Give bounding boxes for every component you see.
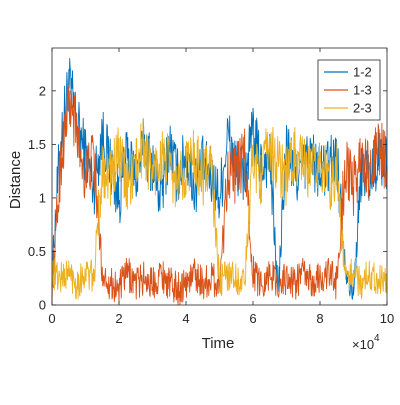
x-axis-label: Time xyxy=(202,335,235,352)
x-tick-label: 8 xyxy=(316,311,323,326)
legend: 1-2 1-3 2-3 xyxy=(317,59,381,121)
series-line-1-3 xyxy=(51,85,388,306)
y-tick-label: 0.5 xyxy=(28,244,46,259)
x-tick-label: 2 xyxy=(115,311,122,326)
x-tick-label: 0 xyxy=(48,311,55,326)
series-lines xyxy=(51,58,388,306)
x-axis-exponent-power: 4 xyxy=(374,333,380,344)
x-axis-exponent: ×10 4 xyxy=(352,333,380,352)
y-tick-label: 0 xyxy=(39,298,46,313)
y-tick-label: 1.5 xyxy=(28,137,46,152)
legend-label-1-3: 1-3 xyxy=(353,83,372,98)
y-tick-label: 2 xyxy=(39,83,46,98)
legend-label-1-2: 1-2 xyxy=(353,65,372,80)
tick-labels: 0 2 4 6 8 10 0 0.5 1 1.5 2 xyxy=(28,83,394,326)
x-tick-label: 6 xyxy=(249,311,256,326)
series-line-2-3 xyxy=(51,118,388,300)
axes xyxy=(51,47,388,306)
y-axis-label: Distance xyxy=(7,151,24,209)
axes-box xyxy=(51,47,388,306)
legend-label-2-3: 2-3 xyxy=(353,101,372,116)
x-tick-label: 10 xyxy=(380,311,394,326)
x-axis-exponent-base: ×10 xyxy=(352,337,374,352)
x-tick-label: 4 xyxy=(182,311,189,326)
y-tick-label: 1 xyxy=(39,190,46,205)
